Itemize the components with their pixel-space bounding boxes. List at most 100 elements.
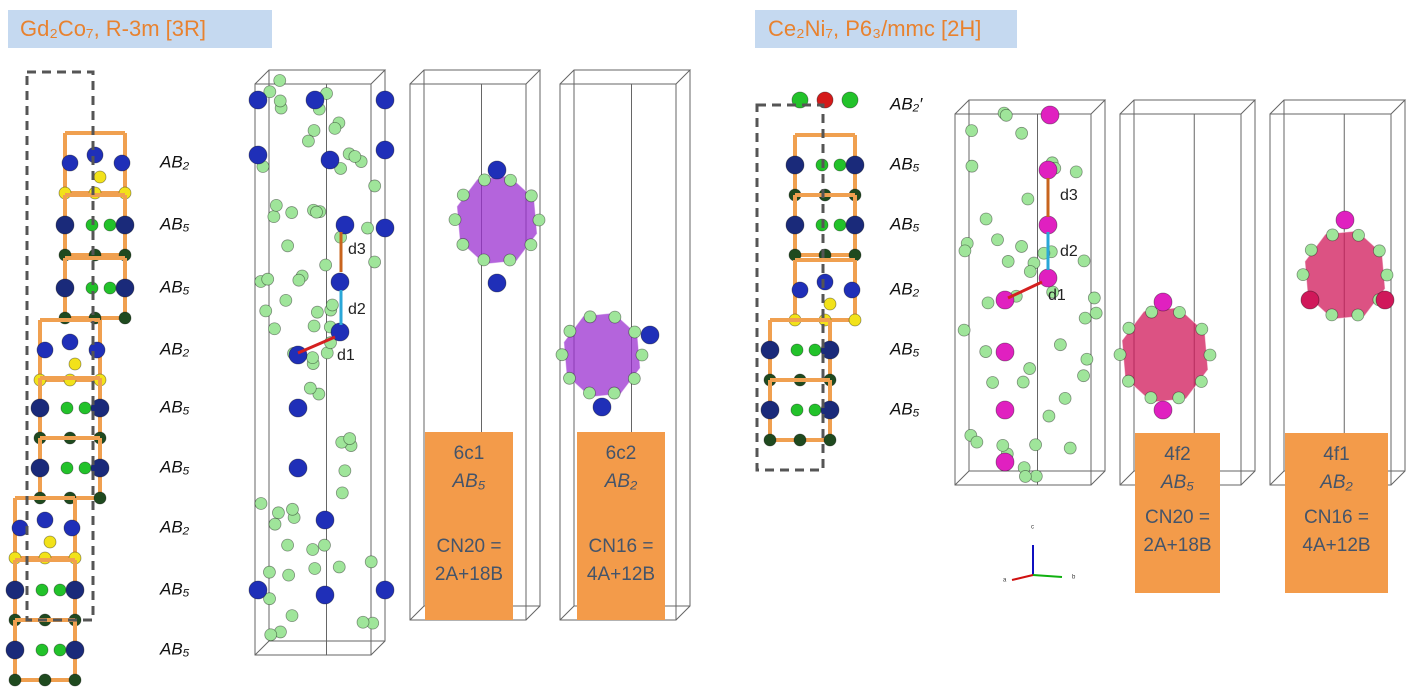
atom [282,568,296,582]
atom [1077,254,1091,268]
atom [816,273,834,291]
atom [303,381,317,395]
distance-label: d2 [1060,243,1078,260]
atom [820,340,840,360]
atom [65,640,85,660]
atom [356,615,370,629]
atom [1144,391,1158,405]
atom [43,535,57,549]
atom [823,433,837,447]
site-cn: CN20 = [437,536,502,557]
distance-label: d1 [337,347,355,364]
atom [1023,265,1037,278]
atom [310,205,323,219]
atom [845,215,865,235]
atom [273,94,287,108]
unit-cell [1119,99,1257,486]
atom [288,398,308,418]
site-block: AB₂ [1319,472,1353,493]
atom [306,543,320,556]
layer-label: AB₅ [159,579,190,598]
atom [448,213,462,227]
atom [113,154,131,172]
atom [263,565,276,579]
atom [563,371,576,385]
atom [268,517,282,531]
atom [1352,228,1365,242]
atom [35,583,49,597]
atom [785,215,805,235]
atom [640,325,660,345]
site-block: AB₂ [604,471,638,492]
axis-label: c [1031,525,1034,531]
atom [1325,308,1339,322]
bond [1011,574,1034,581]
site-cn: CN16 = [1304,507,1369,528]
atom [995,342,1015,362]
atom [375,218,395,238]
atom [1335,210,1355,230]
distance-label: d3 [1060,187,1078,204]
site-box [425,432,513,620]
atom [563,324,577,338]
atom [35,643,49,657]
atom [263,85,277,99]
polyhedron [563,312,641,398]
atom [263,592,276,606]
atom [791,281,809,299]
atom [1296,268,1310,282]
bond [297,335,336,355]
atom [1021,192,1035,206]
atom [592,397,612,417]
atom [995,452,1015,472]
atom [325,298,339,312]
atom [808,403,822,417]
atom [5,580,25,600]
atom [315,510,335,530]
site-cn: CN20 = [1145,507,1210,528]
atom [1029,469,1043,483]
atom [273,74,287,87]
atom [487,160,507,180]
atom [478,173,491,187]
atom [8,673,22,687]
atom [268,322,281,336]
atom [1053,338,1067,352]
atom [986,376,999,389]
atom [843,281,861,299]
layer-label: AB₅ [889,154,920,173]
atom [285,609,299,623]
atom [307,124,321,137]
atom [793,433,807,447]
atom [348,150,362,163]
atom [307,319,321,333]
layer-label: AB₂ [889,279,920,298]
layer-label: AB₅ [159,457,190,476]
layer-label: AB₅ [889,399,920,418]
atom [845,155,865,175]
atom [1372,244,1386,258]
atom [285,206,299,219]
atom [456,188,470,202]
atom [103,281,117,295]
atom [30,458,50,478]
distance-label: d2 [348,301,366,318]
atom [55,278,75,298]
atom [254,497,268,510]
atom [343,432,357,445]
atom [248,580,268,600]
atom [785,155,805,175]
atom [820,400,840,420]
atom [979,212,993,226]
atom [78,461,92,475]
dashed-box [25,70,95,622]
atom [1326,228,1339,242]
atom [1304,243,1318,257]
atom [306,351,319,365]
atom [93,491,107,505]
atom [361,221,374,235]
atom [790,403,804,417]
atom [1195,322,1209,336]
atom [302,134,315,148]
site-cn: CN16 = [589,536,654,557]
